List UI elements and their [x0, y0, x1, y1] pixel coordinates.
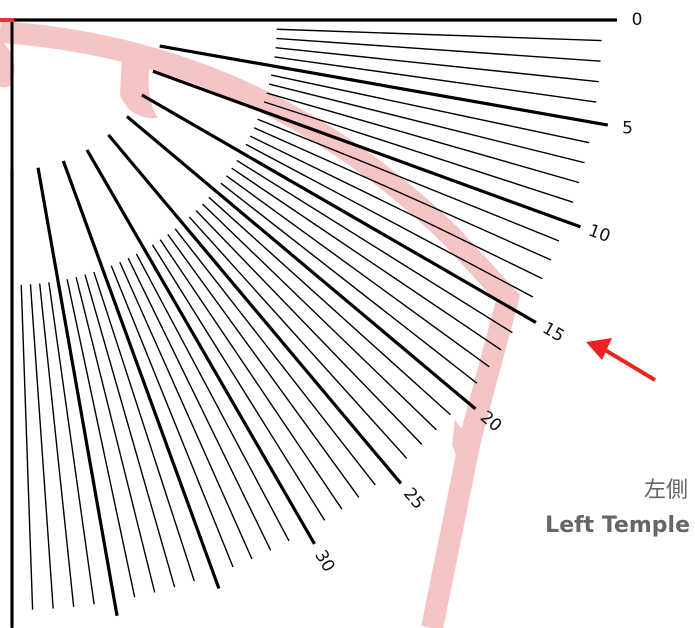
gauge-lines — [10, 18, 617, 625]
minor-line — [266, 92, 580, 184]
major-line — [125, 115, 477, 411]
minor-line — [20, 284, 34, 610]
minor-line — [167, 233, 360, 498]
minor-line — [195, 210, 423, 445]
arrow — [586, 338, 657, 382]
minor-line — [268, 83, 585, 164]
minor-line — [119, 261, 253, 560]
minor-line — [276, 28, 602, 42]
major-line — [159, 44, 609, 127]
minor-line — [75, 276, 156, 593]
minor-line — [39, 283, 75, 607]
minor-line — [188, 216, 408, 459]
scale-label: 0 — [632, 10, 643, 30]
minor-line — [151, 244, 326, 521]
scale-label: 10 — [586, 221, 613, 247]
minor-line — [263, 101, 574, 203]
minor-line — [236, 159, 513, 334]
scale-label: 15 — [539, 318, 568, 346]
minor-line — [174, 228, 376, 486]
minor-line — [208, 196, 451, 416]
minor-line — [202, 203, 437, 431]
major-line — [36, 167, 119, 617]
minor-line — [110, 265, 234, 568]
major-line — [107, 133, 403, 485]
minor-line — [66, 279, 136, 598]
minor-line — [135, 253, 290, 542]
minor-line — [253, 127, 552, 261]
scale-label: 25 — [399, 484, 428, 513]
minor-line — [84, 274, 176, 588]
minor-line — [271, 74, 590, 144]
minor-line — [48, 282, 95, 605]
minor-line — [274, 56, 597, 103]
minor-line — [275, 47, 599, 83]
minor-line — [220, 182, 478, 384]
minor-line — [29, 284, 54, 609]
minor-line — [159, 239, 343, 510]
major-line — [141, 93, 537, 324]
major-line — [152, 69, 582, 229]
caption-chinese: 左側 — [644, 478, 688, 503]
minor-line — [225, 175, 490, 368]
minor-line — [93, 271, 195, 582]
minor-line — [276, 37, 601, 62]
major-line — [85, 149, 316, 545]
scale-label: 30 — [310, 547, 338, 576]
minor-line — [127, 257, 272, 551]
scale-label: 5 — [622, 119, 633, 139]
minor-line — [231, 167, 502, 351]
major-line — [61, 160, 221, 590]
minor-line — [257, 118, 560, 242]
minor-line — [249, 135, 543, 280]
caption-english: Left Temple — [545, 513, 690, 538]
minor-line — [245, 143, 534, 298]
